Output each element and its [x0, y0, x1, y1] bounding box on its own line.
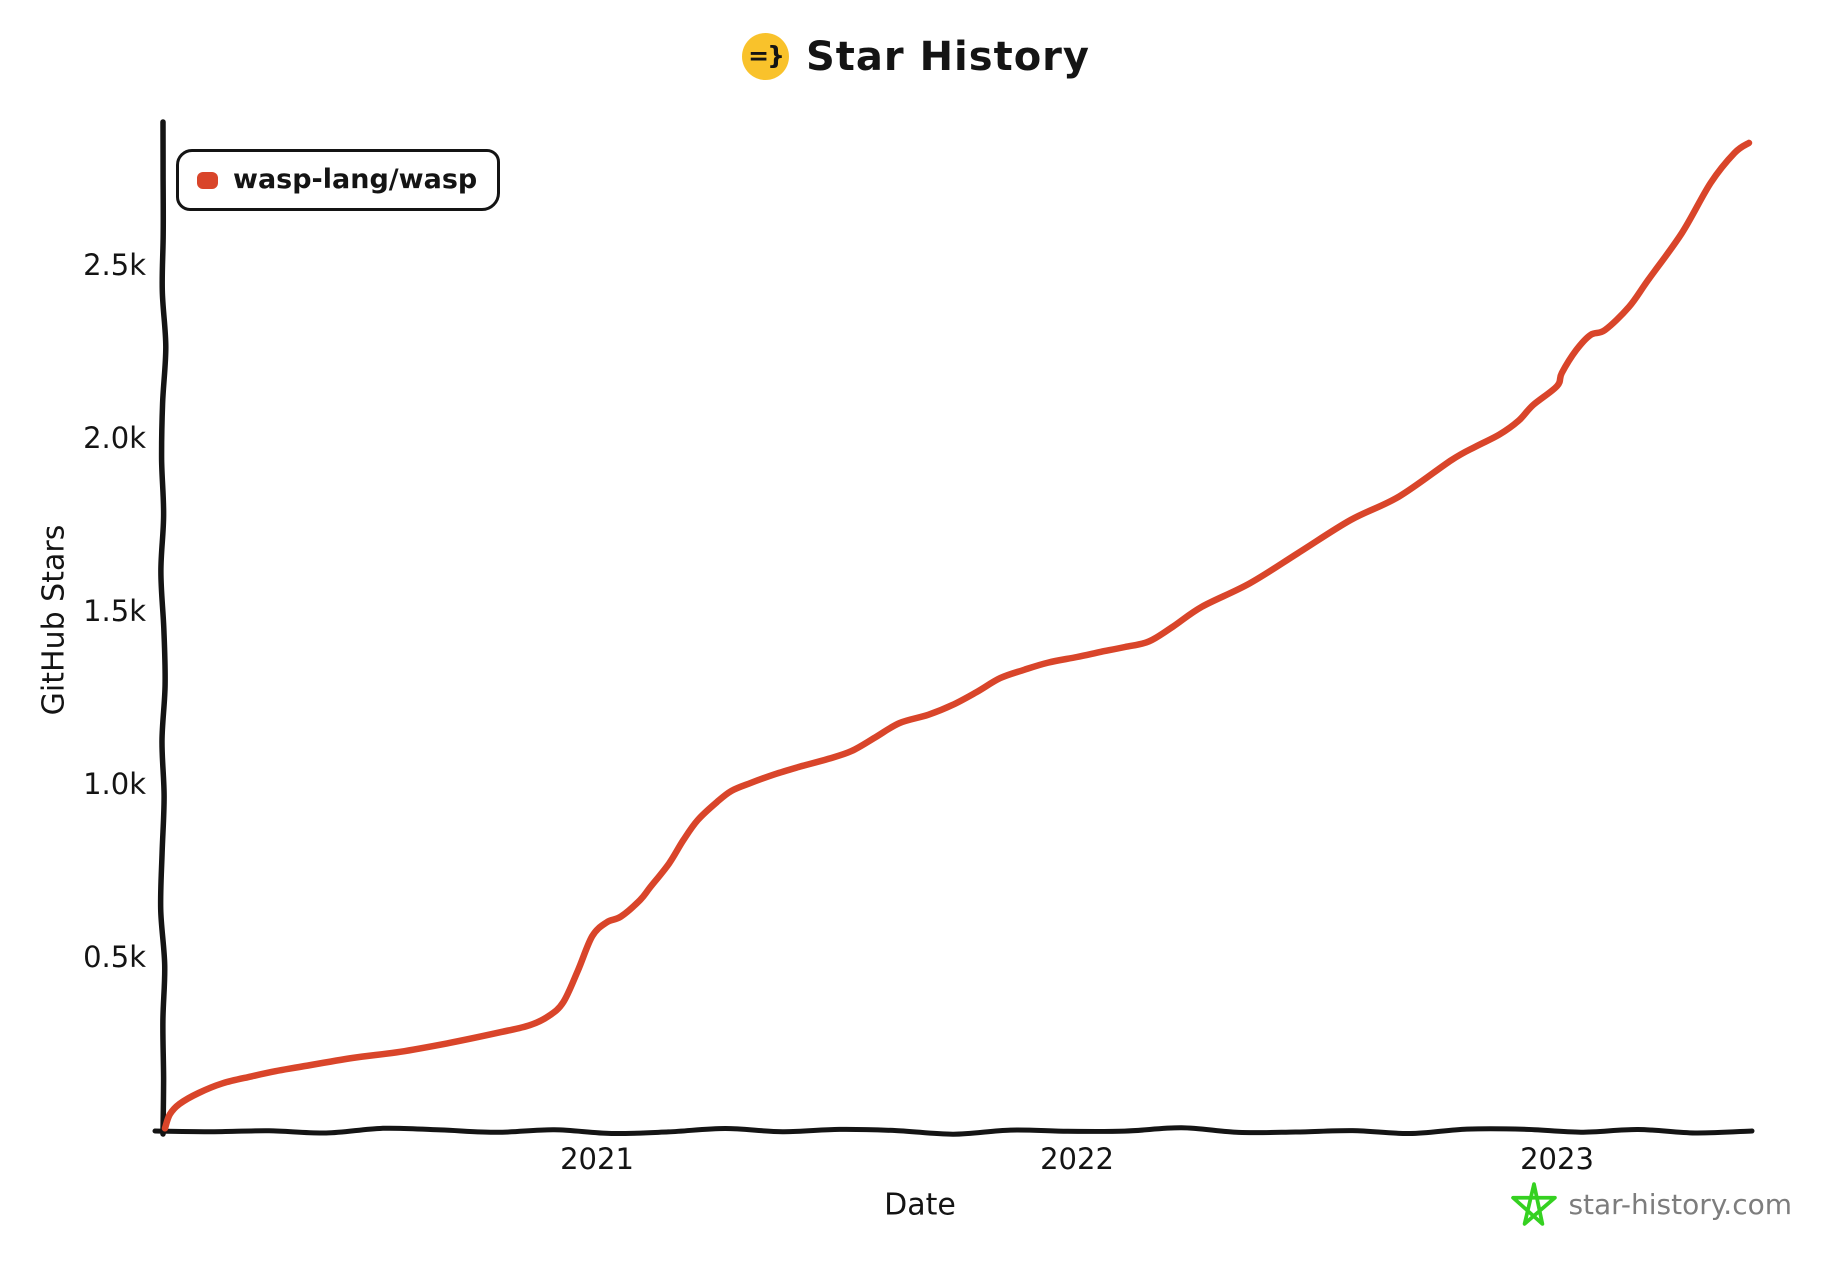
star-history-star-icon — [1511, 1182, 1558, 1226]
x-tick-label-2021: 2021 — [560, 1142, 634, 1176]
x-tick-label-2023: 2023 — [1520, 1142, 1594, 1176]
star-history-logo-icon: =} — [742, 33, 789, 80]
x-axis-title: Date — [884, 1187, 956, 1223]
chart-title-row: =} Star History — [0, 33, 1832, 80]
y-tick-label-0.5k: 0.5k — [83, 940, 146, 974]
y-tick-label-1.5k: 1.5k — [83, 594, 146, 628]
y-tick-label-1.0k: 1.0k — [83, 767, 146, 801]
y-tick-label-2.0k: 2.0k — [83, 421, 146, 455]
page-title: Star History — [806, 33, 1090, 80]
legend-series-marker — [197, 172, 218, 189]
series-line-wasp-lang-wasp — [161, 139, 1753, 1132]
legend-series-label: wasp-lang/wasp — [233, 164, 478, 195]
watermark-text: star-history.com — [1568, 1187, 1792, 1221]
y-tick-label-2.5k: 2.5k — [83, 248, 146, 282]
y-axis-line — [157, 119, 169, 1137]
x-tick-label-2022: 2022 — [1040, 1142, 1114, 1176]
logo-glyph: =} — [748, 41, 785, 70]
y-axis-title: GitHub Stars — [36, 524, 72, 716]
legend: wasp-lang/wasp — [176, 149, 501, 211]
watermark-link[interactable]: star-history.com — [1511, 1181, 1792, 1227]
x-axis-line — [152, 1125, 1755, 1137]
